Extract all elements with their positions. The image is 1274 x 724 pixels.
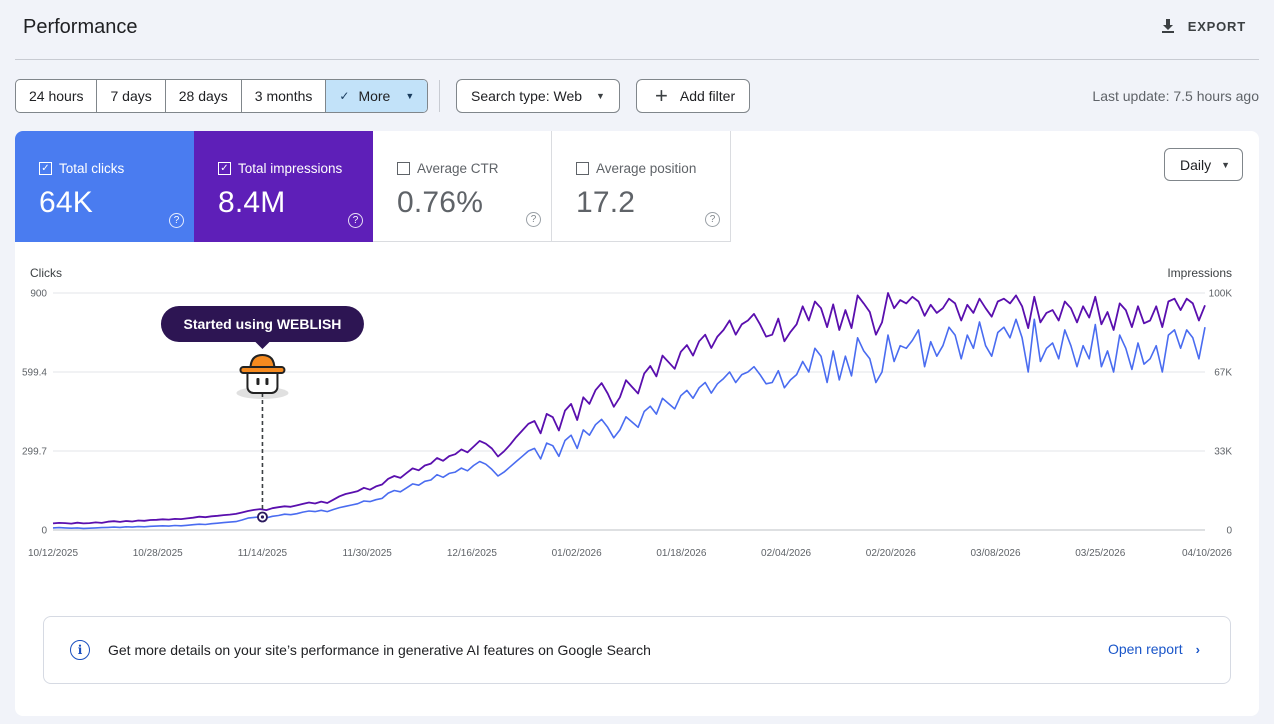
search-type-dropdown[interactable]: Search type: Web ▼ (456, 79, 620, 113)
granularity-dropdown[interactable]: Daily ▼ (1163, 148, 1243, 181)
x-tick-label: 01/18/2026 (656, 548, 706, 559)
add-filter-button[interactable]: + Add filter (636, 79, 751, 113)
metric-total-clicks[interactable]: ✓ Total clicks 64K ? (15, 131, 194, 242)
open-report-link[interactable]: Open report › (1108, 641, 1200, 657)
page-title: Performance (23, 16, 138, 38)
range-3-months[interactable]: 3 months (242, 80, 327, 112)
chevron-right-icon: › (1195, 641, 1200, 657)
add-filter-label: Add filter (679, 88, 736, 104)
help-icon[interactable]: ? (526, 212, 541, 227)
x-tick-label: 04/10/2026 (1182, 548, 1232, 559)
last-update-text: Last update: 7.5 hours ago (1092, 88, 1259, 104)
mascot-eye (265, 378, 269, 385)
info-icon: i (70, 640, 90, 660)
metric-label: Average position (596, 161, 697, 176)
metric-label: Total clicks (59, 161, 125, 176)
x-tick-label: 02/04/2026 (761, 548, 811, 559)
metric-value: 0.76% (397, 186, 484, 219)
y-tick-left: 599.4 (22, 368, 47, 379)
caret-down-icon: ▼ (1221, 159, 1230, 170)
y-axis-right-title: Impressions (1167, 266, 1232, 280)
metric-average-ctr[interactable]: Average CTR 0.76% ? (373, 131, 552, 242)
checkbox-unchecked-icon (397, 162, 410, 175)
y-tick-left: 900 (30, 289, 47, 300)
mascot-hat-crown (249, 353, 276, 370)
range-label: More (358, 88, 391, 104)
export-button[interactable]: EXPORT (1160, 18, 1246, 34)
y-axis-left-title: Clicks (30, 266, 62, 280)
caret-down-icon: ▼ (405, 91, 415, 101)
metric-value: 17.2 (576, 186, 636, 219)
y-tick-right: 100K (1209, 289, 1233, 300)
metric-total-impressions[interactable]: ✓ Total impressions 8.4M ? (194, 131, 373, 242)
export-label: EXPORT (1187, 18, 1246, 34)
x-tick-label: 12/16/2025 (447, 548, 497, 559)
date-range-selector: 24 hours 7 days 28 days 3 months ✓ More … (15, 79, 429, 113)
x-tick-label: 03/08/2026 (971, 548, 1021, 559)
annotation-text: Started using WEBLISH (184, 316, 342, 332)
x-tick-label: 11/30/2025 (343, 548, 393, 559)
granularity-label: Daily (1179, 156, 1212, 173)
metric-label: Average CTR (417, 161, 499, 176)
tooltip-arrow (255, 342, 270, 349)
range-28-days[interactable]: 28 days (166, 80, 242, 112)
series-line-impressions (52, 292, 1206, 525)
check-icon: ✓ (339, 89, 350, 103)
help-icon[interactable]: ? (169, 213, 184, 228)
help-icon[interactable]: ? (348, 213, 363, 228)
x-tick-label: 10/12/2025 (28, 548, 78, 559)
bucket-hat-mascot-icon (236, 353, 289, 399)
header-divider (15, 59, 1259, 60)
range-label: 28 days (178, 88, 228, 104)
checkbox-unchecked-icon (576, 162, 589, 175)
y-tick-right: 33K (1214, 447, 1232, 458)
x-tick-label: 02/20/2026 (866, 548, 916, 559)
ai-features-banner: i Get more details on your site’s perfor… (43, 616, 1231, 684)
caret-down-icon: ▼ (596, 91, 605, 101)
y-tick-right: 67K (1214, 368, 1232, 379)
x-tick-label: 10/28/2025 (133, 548, 183, 559)
performance-chart: Clicks Impressions 0 0 299.7 33K 599.4 67K 900 10… (22, 266, 1233, 559)
range-more-dropdown[interactable]: ✓ More ▼ (326, 80, 428, 112)
range-label: 3 months (254, 88, 313, 104)
x-tick-label: 03/25/2026 (1075, 548, 1125, 559)
x-tick-label: 01/02/2026 (552, 548, 602, 559)
checkbox-checked-icon: ✓ (218, 162, 231, 175)
range-7-days[interactable]: 7 days (97, 80, 166, 112)
range-label: 24 hours (29, 88, 84, 104)
open-report-label: Open report (1107, 641, 1183, 657)
help-icon[interactable]: ? (705, 212, 720, 227)
x-tick-label: 11/14/2025 (238, 548, 288, 559)
toolbar-divider (439, 80, 440, 112)
y-tick-left: 299.7 (22, 447, 47, 458)
metric-value: 64K (39, 186, 93, 219)
performance-card: ✓ Total clicks 64K ? ✓ Total impressions 8… (15, 131, 1259, 716)
banner-text: Get more details on your site’s performa… (108, 642, 651, 658)
metric-label: Total impressions (238, 161, 343, 176)
range-label: 7 days (110, 88, 152, 104)
checkbox-checked-icon: ✓ (39, 162, 52, 175)
mascot-hat-brim (239, 366, 286, 374)
series-line-clicks (52, 318, 1206, 530)
download-icon (1161, 19, 1174, 33)
mascot-eye (256, 378, 260, 385)
annotation-point-core (260, 515, 265, 519)
search-type-label: Search type: Web (471, 88, 583, 104)
metric-average-position[interactable]: Average position 17.2 ? (552, 131, 731, 242)
metric-value: 8.4M (218, 186, 286, 219)
y-tick-left: 0 (41, 526, 47, 537)
y-tick-right: 0 (1226, 526, 1232, 537)
plus-icon: + (655, 83, 668, 108)
annotation-tooltip (160, 306, 364, 342)
range-24-hours[interactable]: 24 hours (16, 80, 98, 112)
